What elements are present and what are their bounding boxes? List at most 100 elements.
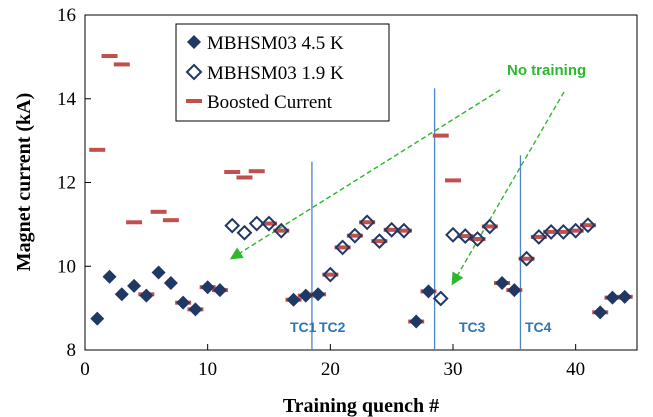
data-point-1-9k [469, 231, 486, 247]
boosted-current-point [359, 220, 376, 225]
data-point-1-9k [261, 215, 277, 232]
boosted-current-point [371, 239, 388, 244]
annotation-arrow [451, 91, 565, 286]
data-point-1-9k [555, 223, 572, 240]
boosted-current-point [432, 133, 449, 138]
data-point-4-5k [176, 295, 191, 310]
annotation-no-training: No training [507, 62, 586, 79]
data-point-1-9k [543, 223, 560, 240]
boosted-current-point [457, 234, 474, 239]
data-point-4-5k [127, 278, 142, 293]
data-point-4-5k [90, 311, 105, 326]
boosted-current-point [395, 228, 412, 233]
legend-label-4-5k: MBHSM03 4.5 K [207, 33, 344, 54]
data-point-4-5k [617, 289, 632, 304]
tc4-label: TC4 [525, 319, 552, 335]
legend-marker-boosted [186, 99, 202, 103]
legend-box [175, 23, 390, 122]
data-point-4-5k [421, 284, 436, 299]
data-point-1-9k [236, 224, 253, 241]
y-axis: 8 10 12 14 16 [57, 5, 91, 361]
legend: MBHSM03 4.5 K MBHSM03 1.9 K Boosted Curr… [175, 23, 390, 122]
data-point-1-9k [445, 226, 461, 243]
x-tick-label: 30 [444, 359, 463, 380]
boosted-current-point [162, 218, 179, 223]
data-point-1-9k [248, 215, 265, 232]
x-tick-label: 10 [198, 359, 217, 380]
y-tick-label: 16 [57, 5, 76, 26]
boosted-current-point [518, 256, 535, 261]
boosted-current-point [89, 147, 106, 152]
boosted-current-point [555, 229, 572, 234]
boosted-current-point [334, 245, 351, 250]
boosted-current-point [567, 228, 584, 233]
data-point-4-5k [286, 292, 301, 307]
data-point-1-9k [371, 233, 388, 250]
legend-label-boosted: Boosted Current [207, 92, 333, 113]
y-tick-label: 12 [57, 173, 76, 194]
data-point-1-9k [334, 239, 351, 256]
boosted-current-point [224, 170, 241, 175]
data-point-4-5k [409, 314, 424, 329]
boosted-current-point [261, 221, 277, 226]
data-point-1-9k [567, 222, 584, 239]
boosted-current-point [236, 175, 253, 180]
data-point-4-5k [311, 287, 326, 302]
vertical-lines [311, 88, 522, 350]
x-tick-label: 40 [566, 359, 585, 380]
boosted-current-point [383, 227, 400, 232]
data-point-1-9k [346, 227, 363, 244]
data-point-4-5k [151, 265, 166, 280]
tc3-label: TC3 [459, 319, 486, 335]
data-point-4-5k [212, 283, 227, 298]
tc1-label: TC1 [290, 319, 317, 335]
data-point-1-9k [481, 218, 498, 235]
boosted-current-point [445, 178, 461, 183]
data-point-4-5k [593, 305, 608, 320]
legend-label-1-9k: MBHSM03 1.9 K [207, 63, 344, 84]
data-point-4-5k [163, 276, 178, 290]
series-1-9k [224, 214, 596, 307]
boosted-current-point [579, 223, 596, 228]
x-tick-label: 0 [80, 359, 90, 380]
data-point-4-5k [188, 302, 203, 317]
boosted-current-point [543, 229, 560, 234]
data-point-1-9k [432, 290, 449, 307]
x-tick-label: 20 [321, 359, 340, 380]
y-tick-label: 8 [67, 340, 77, 361]
boosted-current-point [346, 233, 363, 238]
data-point-1-9k [224, 217, 241, 234]
boosted-current-point [273, 228, 290, 233]
data-point-1-9k [457, 228, 474, 245]
boosted-current-point [101, 54, 118, 59]
data-point-4-5k [114, 287, 129, 302]
data-point-4-5k [139, 288, 154, 303]
data-point-4-5k [495, 276, 510, 290]
boosted-current-point [530, 234, 547, 239]
data-point-4-5k [298, 288, 313, 303]
boosted-current-point [150, 209, 167, 214]
boosted-current-point [113, 62, 130, 67]
data-point-4-5k [507, 283, 522, 298]
y-tick-label: 14 [57, 89, 77, 110]
boosted-current-point [322, 272, 339, 277]
boosted-current-point [481, 224, 498, 229]
data-point-1-9k [396, 222, 412, 239]
legend-marker-4-5k [187, 35, 201, 49]
data-point-1-9k [518, 250, 535, 267]
tc2-label: TC2 [319, 319, 346, 335]
data-point-4-5k [200, 280, 215, 295]
data-point-1-9k [580, 217, 596, 234]
data-point-1-9k [383, 221, 400, 238]
data-point-4-5k [102, 269, 117, 284]
y-tick-label: 10 [57, 256, 76, 277]
boosted-current-point [248, 169, 265, 174]
data-point-1-9k [322, 266, 339, 283]
legend-marker-1-9k [185, 63, 203, 81]
x-axis-label: Training quench # [283, 395, 439, 417]
data-point-1-9k [359, 214, 376, 231]
x-axis: 0 10 20 30 40 [80, 344, 585, 380]
annotation-arrow [229, 89, 501, 260]
series-4-5k [90, 265, 632, 329]
